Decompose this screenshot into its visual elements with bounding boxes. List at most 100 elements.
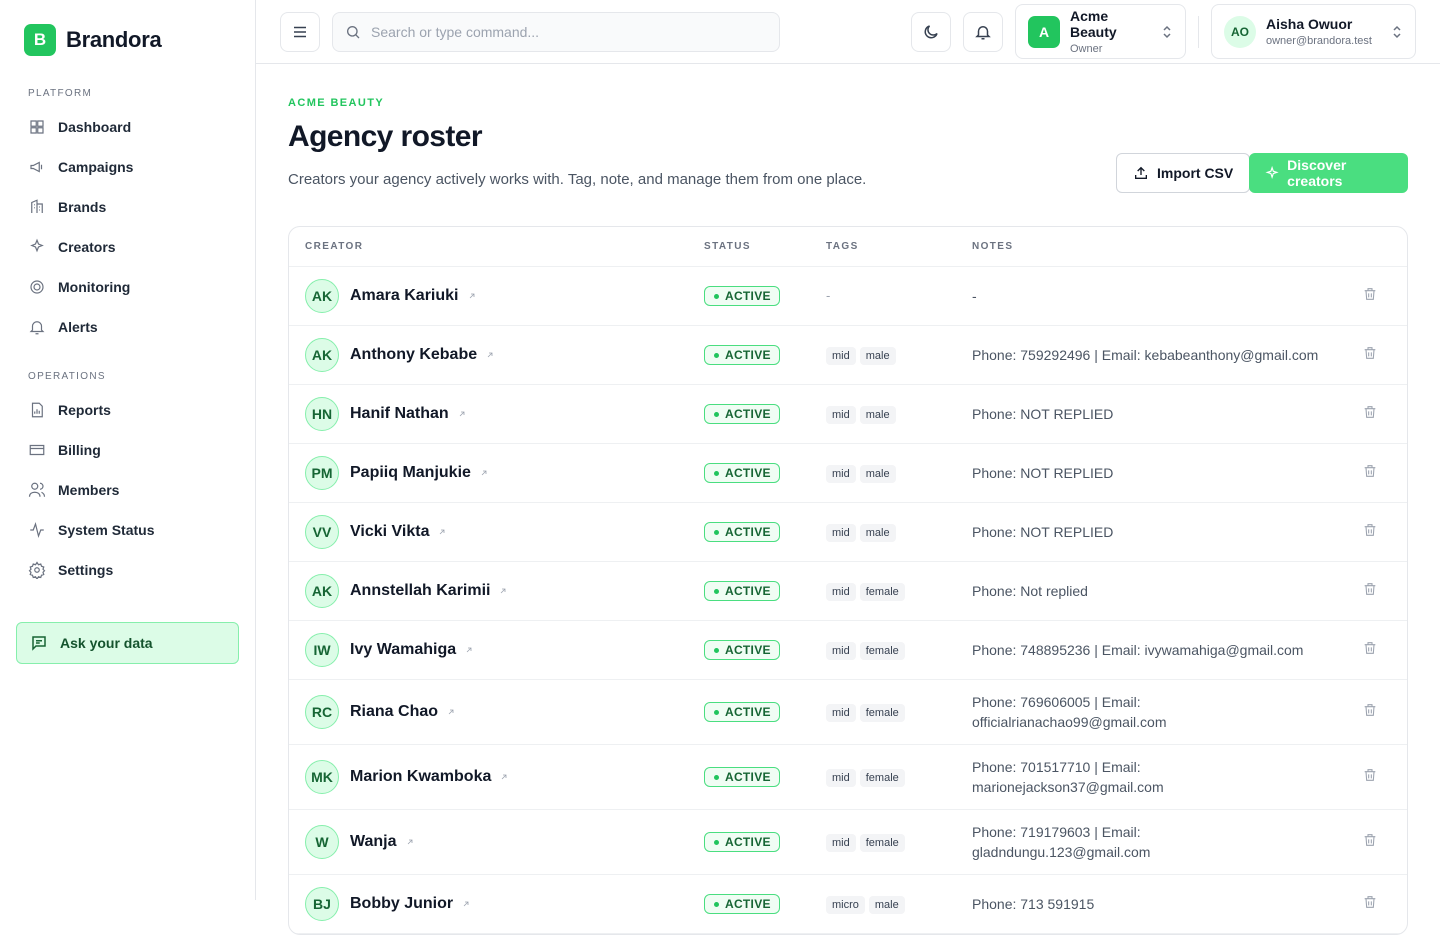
status-dot: [714, 529, 719, 535]
creator-name[interactable]: Anthony Kebabe: [350, 346, 478, 363]
delete-button[interactable]: [1342, 345, 1407, 366]
icon: [469, 293, 474, 299]
delete-button[interactable]: [1342, 832, 1407, 853]
icon: [1364, 833, 1376, 846]
icon: [28, 561, 46, 579]
delete-button[interactable]: [1342, 463, 1407, 484]
column-header: TAGS: [826, 241, 859, 252]
column-header: NOTES: [972, 241, 1014, 252]
icon: [1364, 346, 1376, 359]
status-cell: ACTIVE: [704, 767, 826, 788]
nav-item[interactable]: Campaigns: [16, 147, 240, 187]
status-badge: ACTIVE: [704, 522, 780, 543]
creator-avatar: MK: [305, 760, 339, 794]
nav-item[interactable]: Creators: [16, 227, 240, 267]
status-dot: [714, 293, 719, 299]
creator-cell: PM Papiiq Manjukie: [305, 456, 704, 490]
nav-item[interactable]: Brands: [16, 187, 240, 227]
creator-name[interactable]: Wanja: [350, 833, 397, 850]
nav-item[interactable]: Members: [16, 470, 240, 510]
tag[interactable]: mid: [826, 703, 856, 722]
tag[interactable]: male: [868, 895, 905, 914]
creator-name[interactable]: Amara Kariuki: [350, 287, 459, 304]
tag[interactable]: mid: [826, 641, 856, 660]
tag[interactable]: mid: [826, 464, 856, 483]
discover-button[interactable]: Discover creators: [1249, 153, 1408, 193]
nav-item[interactable]: Dashboard: [16, 107, 240, 147]
workspace-role: Owner: [1070, 43, 1103, 55]
creator-name[interactable]: Marion Kwamboka: [350, 768, 492, 785]
creator-name[interactable]: Hanif Nathan: [350, 405, 449, 422]
import-button[interactable]: Import CSV: [1116, 153, 1251, 193]
notes-cell: Phone: NOT REPLIED: [972, 524, 1114, 540]
tags-cell: mid female: [826, 641, 972, 660]
creator-name[interactable]: Riana Chao: [350, 703, 439, 720]
creator-name[interactable]: Ivy Wamahiga: [350, 641, 457, 658]
menu-button[interactable]: [280, 12, 320, 52]
nav-item[interactable]: Settings: [16, 550, 240, 590]
delete-button[interactable]: [1342, 522, 1407, 543]
status-badge: ACTIVE: [704, 640, 780, 661]
creator-name[interactable]: Annstellah Karimii: [350, 582, 491, 599]
nav-label: Reports: [58, 402, 111, 418]
tags-cell: mid male: [826, 346, 972, 365]
nav-item[interactable]: Monitoring: [16, 267, 240, 307]
delete-button[interactable]: [1342, 286, 1407, 307]
creator-name[interactable]: Papiiq Manjukie: [350, 464, 471, 481]
status-label: ACTIVE: [725, 525, 771, 540]
delete-button[interactable]: [1342, 767, 1407, 788]
icon: [1364, 523, 1376, 536]
tag[interactable]: mid: [826, 768, 856, 787]
nav-item[interactable]: Alerts: [16, 307, 240, 347]
delete-button[interactable]: [1342, 702, 1407, 723]
ask-button[interactable]: Ask your data: [16, 622, 239, 664]
user-name: Aisha Owuor: [1266, 16, 1353, 32]
delete-button[interactable]: [1342, 894, 1407, 915]
tag[interactable]: mid: [826, 833, 856, 852]
workspace-switcher[interactable]: A Acme Beauty Owner: [1015, 4, 1186, 59]
status-label: ACTIVE: [725, 643, 771, 658]
creator-name[interactable]: Bobby Junior: [350, 895, 454, 912]
notes-cell: Phone: 769606005 | Email: officialrianac…: [972, 694, 1167, 730]
tag[interactable]: male: [859, 464, 896, 483]
status-label: ACTIVE: [725, 289, 771, 304]
tag[interactable]: micro: [826, 895, 865, 914]
tag[interactable]: female: [859, 833, 905, 852]
tags-cell: mid female: [826, 833, 972, 852]
nav-item[interactable]: Billing: [16, 430, 240, 470]
creator-avatar: VV: [305, 515, 339, 549]
delete-button[interactable]: [1342, 404, 1407, 425]
app: B Brandora PLATFORM Dashboard Campaigns Bra…: [16, 0, 1440, 935]
icon: [29, 444, 45, 456]
tags-cell: mid male: [826, 464, 972, 483]
status-label: ACTIVE: [725, 705, 771, 720]
nav-section-title: PLATFORM: [28, 88, 93, 99]
icon: [1364, 464, 1376, 477]
tag[interactable]: male: [859, 523, 896, 542]
creator-name[interactable]: Vicki Vikta: [350, 523, 430, 540]
tag[interactable]: female: [859, 641, 905, 660]
tag[interactable]: mid: [826, 405, 856, 424]
tag[interactable]: mid: [826, 523, 856, 542]
tag[interactable]: male: [859, 346, 896, 365]
notifications-button[interactable]: [963, 12, 1003, 52]
page: Agency roster { "sidebar": { "brand_init…: [16, 0, 1440, 935]
chevrons: [1163, 25, 1171, 38]
search-input[interactable]: Search or type command...: [332, 12, 780, 52]
brand[interactable]: B Brandora: [24, 24, 162, 56]
tag[interactable]: mid: [826, 346, 856, 365]
icon: [448, 709, 454, 715]
user-menu[interactable]: AO Aisha Owuor owner@brandora.test: [1211, 4, 1416, 59]
delete-button[interactable]: [1342, 581, 1407, 602]
tag[interactable]: female: [859, 582, 905, 601]
nav-item[interactable]: Reports: [16, 390, 240, 430]
theme-button[interactable]: [911, 12, 951, 52]
tag[interactable]: female: [859, 703, 905, 722]
tag[interactable]: mid: [826, 582, 856, 601]
tag[interactable]: male: [859, 405, 896, 424]
icon: [502, 774, 507, 780]
icon: [31, 199, 43, 213]
tag[interactable]: female: [859, 768, 905, 787]
nav-item[interactable]: System Status: [16, 510, 240, 550]
delete-button[interactable]: [1342, 640, 1407, 661]
